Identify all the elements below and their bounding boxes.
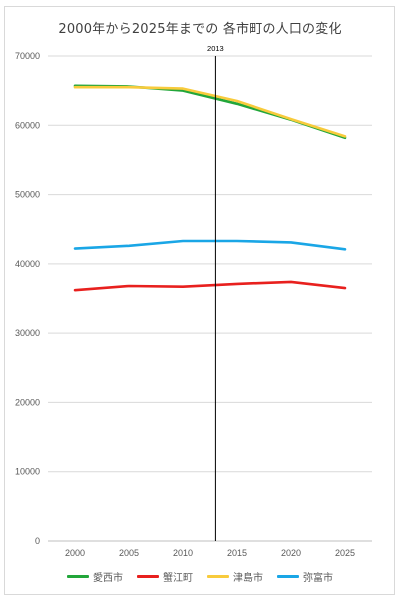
y-tick-label: 40000 [15, 259, 40, 269]
chart-frame [4, 6, 395, 595]
legend-label: 愛西市 [93, 573, 123, 584]
y-tick-label: 20000 [15, 397, 40, 407]
series-line [73, 239, 347, 251]
legend-swatch [67, 575, 89, 578]
annotation-label: 2013 [207, 44, 224, 53]
x-axis-tick-labels: 2000 2005 2010 2015 2020 2025 [65, 548, 355, 558]
x-tick-label: 2005 [119, 548, 139, 558]
y-tick-label: 30000 [15, 328, 40, 338]
y-tick-label: 0 [35, 536, 40, 546]
y-axis-tick-labels: 0 10000 20000 30000 40000 50000 60000 70000 [15, 51, 40, 546]
y-tick-label: 50000 [15, 190, 40, 200]
x-tick-label: 2000 [65, 548, 85, 558]
gridlines [48, 55, 372, 542]
legend-swatch [277, 575, 299, 578]
y-tick-label: 70000 [15, 51, 40, 61]
y-tick-label: 60000 [15, 120, 40, 130]
legend-label: 弥富市 [303, 573, 333, 584]
series-line [73, 280, 347, 292]
legend-label: 津島市 [233, 573, 263, 584]
legend-item: 蟹江町 [137, 569, 193, 584]
legend-label: 蟹江町 [163, 573, 193, 584]
legend-item: 弥富市 [277, 569, 333, 584]
chart-title: 2000年から2025年までの 各市町の人口の変化 [58, 22, 342, 37]
series-lines [73, 84, 347, 292]
x-tick-label: 2010 [173, 548, 193, 558]
legend-item: 愛西市 [67, 569, 123, 584]
series-line [73, 85, 347, 138]
legend-item: 津島市 [207, 569, 263, 584]
y-tick-label: 10000 [15, 467, 40, 477]
x-tick-label: 2020 [281, 548, 301, 558]
legend-swatch [207, 575, 229, 578]
annotations: 2013 [207, 44, 224, 541]
legend-swatch [137, 575, 159, 578]
x-tick-label: 2015 [227, 548, 247, 558]
x-tick-label: 2025 [335, 548, 355, 558]
chart-legend: 愛西市 蟹江町 津島市 弥富市 [0, 569, 400, 584]
